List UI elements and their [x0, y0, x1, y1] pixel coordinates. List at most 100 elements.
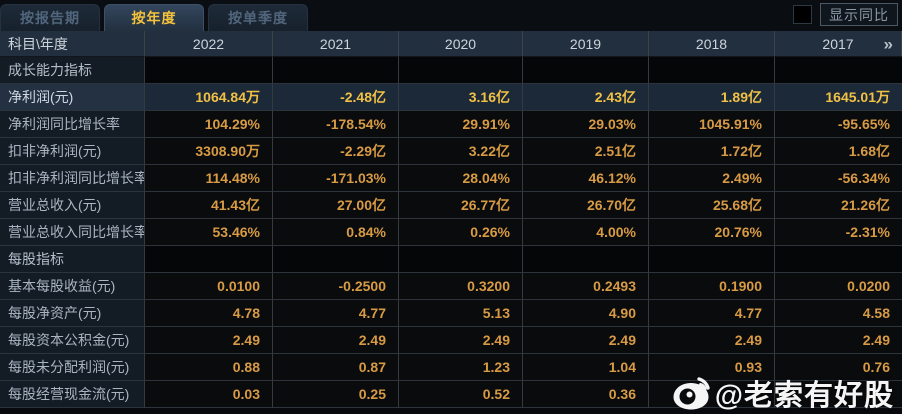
table-row: 营业总收入(元) 41.43亿 27.00亿 26.77亿 26.70亿 25.68亿 21… — [0, 192, 902, 219]
cell-value: 2.49 — [649, 327, 775, 354]
cell-value: -0.2500 — [273, 273, 399, 300]
cell-value: 4.00% — [523, 219, 649, 246]
table-row: 净利润同比增长率 104.29% -178.54% 29.91% 29.03% 1045.… — [0, 111, 902, 138]
table-row: 成长能力指标 — [0, 57, 902, 84]
cell-value: 46.12% — [523, 165, 649, 192]
cell-value — [523, 246, 649, 273]
cell-value: 0.93 — [649, 354, 775, 381]
cell-value: 27.00亿 — [273, 192, 399, 219]
row-label: 净利润同比增长率 — [0, 111, 145, 138]
cell-value: 4.90 — [523, 300, 649, 327]
cell-value: 2.49 — [775, 327, 902, 354]
cell-value: 0.26% — [399, 219, 523, 246]
cell-value: 25.68亿 — [649, 192, 775, 219]
table-row: 营业总收入同比增长率 53.46% 0.84% 0.26% 4.00% 20.76% -2.… — [0, 219, 902, 246]
column-header-year-2017: 2017» — [775, 31, 902, 57]
cell-value: 0.03 — [145, 381, 273, 408]
cell-value — [775, 246, 902, 273]
cell-value: 1045.91% — [649, 111, 775, 138]
tab-report-period[interactable]: 按报告期 — [0, 4, 100, 31]
column-header-subject: 科目\年度 — [0, 31, 145, 57]
table-row: 扣非净利润(元) 3308.90万 -2.29亿 3.22亿 2.51亿 1.72亿 1.6… — [0, 138, 902, 165]
financial-table: 科目\年度 2022 2021 2020 2019 2018 2017» 成长能力指标 净利润(… — [0, 31, 902, 408]
cell-value — [273, 57, 399, 84]
cell-value: -178.54% — [273, 111, 399, 138]
cell-value: 1.23 — [399, 354, 523, 381]
cell-value: 104.29% — [145, 111, 273, 138]
tab-single-quarter[interactable]: 按单季度 — [208, 4, 308, 31]
cell-value: 4.77 — [649, 300, 775, 327]
cell-value — [145, 246, 273, 273]
cell-value: 0.52 — [399, 381, 523, 408]
table-row: 每股未分配利润(元) 0.88 0.87 1.23 1.04 0.93 0.76 — [0, 354, 902, 381]
cell-value: 0.0200 — [775, 273, 902, 300]
cell-value — [649, 57, 775, 84]
cell-value: 2.49 — [523, 327, 649, 354]
cell-value: 0.84% — [273, 219, 399, 246]
cell-value: -2.31% — [775, 219, 902, 246]
cell-value — [775, 57, 902, 84]
cell-value — [775, 381, 902, 408]
cell-value: 3308.90万 — [145, 138, 273, 165]
cell-value: 0.2493 — [523, 273, 649, 300]
cell-value: 4.78 — [145, 300, 273, 327]
row-label: 扣非净利润(元) — [0, 138, 145, 165]
cell-value: 1.68亿 — [775, 138, 902, 165]
cell-value: 20.76% — [649, 219, 775, 246]
cell-value: 28.04% — [399, 165, 523, 192]
row-label: 成长能力指标 — [0, 57, 145, 84]
cell-value: 1.04 — [523, 354, 649, 381]
row-label: 净利润(元) — [0, 84, 145, 111]
row-label: 每股资本公积金(元) — [0, 327, 145, 354]
show-yoy-button[interactable]: 显示同比 — [820, 3, 898, 26]
table-row: 每股经营现金流(元) 0.03 0.25 0.52 0.36 — [0, 381, 902, 408]
cell-value: 2.49 — [399, 327, 523, 354]
cell-value: 2.51亿 — [523, 138, 649, 165]
cell-value — [273, 246, 399, 273]
table-header-row: 科目\年度 2022 2021 2020 2019 2018 2017» — [0, 31, 902, 57]
cell-value: 0.0100 — [145, 273, 273, 300]
cell-value: 2.49% — [649, 165, 775, 192]
cell-value: 29.03% — [523, 111, 649, 138]
cell-value: 29.91% — [399, 111, 523, 138]
column-header-year-2022: 2022 — [145, 31, 273, 57]
cell-value: 0.1900 — [649, 273, 775, 300]
table-row: 每股资本公积金(元) 2.49 2.49 2.49 2.49 2.49 2.49 — [0, 327, 902, 354]
cell-value: 0.3200 — [399, 273, 523, 300]
cell-value: 3.16亿 — [399, 84, 523, 111]
cell-value: -95.65% — [775, 111, 902, 138]
cell-value — [145, 57, 273, 84]
row-label: 基本每股收益(元) — [0, 273, 145, 300]
cell-value: 21.26亿 — [775, 192, 902, 219]
cell-value — [399, 246, 523, 273]
tab-annual[interactable]: 按年度 — [104, 4, 204, 31]
more-columns-icon[interactable]: » — [883, 34, 893, 53]
cell-value: 53.46% — [145, 219, 273, 246]
yoy-controls: 显示同比 — [793, 3, 898, 26]
cell-value — [399, 57, 523, 84]
period-tabbar: 按报告期 按年度 按单季度 显示同比 — [0, 0, 902, 31]
cell-value: 0.87 — [273, 354, 399, 381]
cell-value: 4.58 — [775, 300, 902, 327]
cell-value: 1064.84万 — [145, 84, 273, 111]
cell-value: 3.22亿 — [399, 138, 523, 165]
cell-value: 1645.01万 — [775, 84, 902, 111]
cell-value: 2.49 — [273, 327, 399, 354]
cell-value: 41.43亿 — [145, 192, 273, 219]
table-row: 净利润(元) 1064.84万 -2.48亿 3.16亿 2.43亿 1.89亿 1645.… — [0, 84, 902, 111]
cell-value — [523, 57, 649, 84]
cell-value: 0.25 — [273, 381, 399, 408]
cell-value: 26.77亿 — [399, 192, 523, 219]
cell-value: -171.03% — [273, 165, 399, 192]
cell-value: 1.72亿 — [649, 138, 775, 165]
cell-value: -56.34% — [775, 165, 902, 192]
cell-value: 4.77 — [273, 300, 399, 327]
table-row: 每股净资产(元) 4.78 4.77 5.13 4.90 4.77 4.58 — [0, 300, 902, 327]
show-yoy-checkbox[interactable] — [793, 5, 812, 24]
column-header-year-2018: 2018 — [649, 31, 775, 57]
cell-value: 5.13 — [399, 300, 523, 327]
row-label: 扣非净利润同比增长率 — [0, 165, 145, 192]
cell-value: 1.89亿 — [649, 84, 775, 111]
table-row: 基本每股收益(元) 0.0100 -0.2500 0.3200 0.2493 0.1900… — [0, 273, 902, 300]
